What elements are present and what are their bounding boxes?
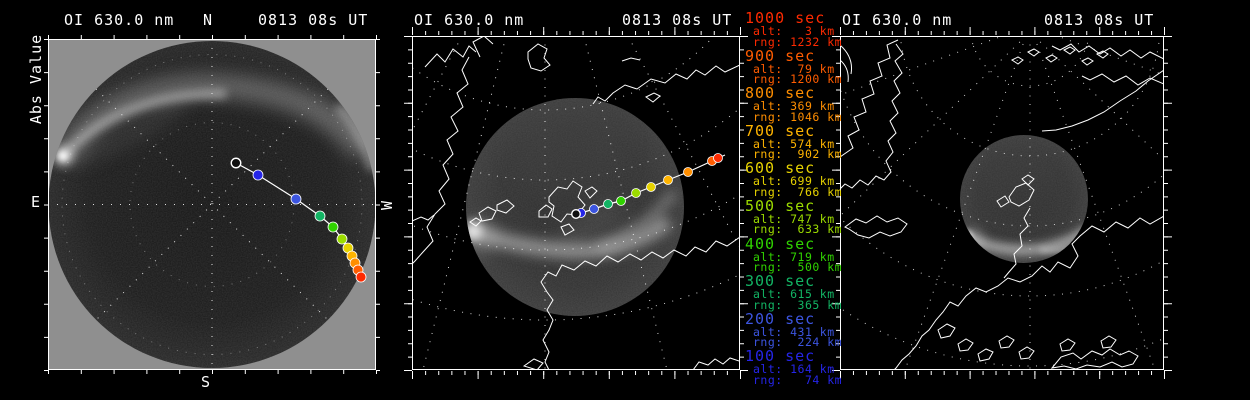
map-zoom-trajectory [571,153,726,219]
trajectory-start-marker [230,157,242,169]
legend-entry: 200 sec alt: 431 km rng: 224 km [745,311,843,349]
legend-entry: 700 sec alt: 574 km rng: 902 km [745,123,843,161]
allsky-compass-west: W [378,199,396,211]
trajectory-point-300s [314,210,326,222]
allsky-axis-ticks [44,35,380,374]
trajectory-point-200s [290,193,302,205]
legend-altitude: alt: 431 km [753,324,835,339]
legend-range: rng: 500 km [753,260,843,275]
legend-entry: 1000 sec alt: 3 km rng: 1232 km [745,10,843,48]
map-wide-title-right: 0813 08s UT [1044,11,1155,29]
legend-entry: 300 sec alt: 615 km rng: 365 km [745,273,843,311]
legend-range: rng: 1232 km [753,34,843,49]
map-zoom-title-right: 0813 08s UT [622,11,733,29]
trajectory-point-700s [663,175,673,185]
map-zoom-aurora-glow [466,98,678,259]
allsky-ylabel: Abs Value [27,33,45,125]
legend-time: 1000 sec [745,9,826,27]
map-wide-graticule [840,36,1164,370]
legend-altitude: alt: 747 km [753,211,835,226]
legend-entry: 100 sec alt: 164 km rng: 74 km [745,348,843,386]
legend-altitude: alt: 699 km [753,174,835,189]
trajectory-point-100s [252,169,264,181]
allsky-compass-east: E [31,193,42,211]
legend-altitude: alt: 719 km [753,249,835,264]
legend-range: rng: 633 km [753,222,843,237]
allsky-compass-south: S [201,373,212,391]
legend-range: rng: 902 km [753,147,843,162]
trajectory-start-marker [571,209,581,219]
allsky-title-right: 0813 08s UT [258,11,369,29]
trajectory-point-200s [589,204,599,214]
legend-entry: 600 sec alt: 699 km rng: 766 km [745,160,843,198]
legend-altitude: alt: 574 km [753,136,835,151]
allsky-panel [44,35,380,374]
legend-time: 800 sec [745,84,816,103]
map-wide-frame [840,36,1164,370]
legend-range: rng: 224 km [753,335,843,350]
legend-range: rng: 1046 km [753,109,843,124]
legend-time: 700 sec [745,121,816,140]
trajectory-point-500s [631,188,641,198]
map-panel-zoomed [404,27,748,379]
legend-time: 100 sec [745,347,816,366]
trajectory-point-400s [616,196,626,206]
legend-time: 900 sec [745,46,816,65]
legend-range: rng: 1200 km [753,72,843,87]
trajectory-point-300s [603,199,613,209]
trajectory-point-1000s [713,153,723,163]
legend-altitude: alt: 79 km [753,61,835,76]
trajectory-point-1000s [355,271,367,283]
allsky-trajectory [230,157,367,283]
legend-time: 300 sec [745,272,816,291]
legend-range: rng: 766 km [753,184,843,199]
legend-altitude: alt: 3 km [753,24,835,38]
map-wide-coastlines [840,39,1164,370]
allsky-polar-grid [48,39,376,370]
allsky-aurora-glow [51,73,376,172]
legend-altitude: alt: 369 km [753,99,835,114]
legend-entry: 400 sec alt: 719 km rng: 500 km [745,236,843,274]
legend-range: rng: 74 km [753,372,843,387]
legend-entry: 900 sec alt: 79 km rng: 1200 km [745,48,843,86]
legend-altitude: alt: 164 km [753,362,835,377]
trajectory-point-800s [683,167,693,177]
allsky-compass-north: N [203,11,214,29]
legend-altitude: alt: 615 km [753,287,835,302]
legend-entry: 800 sec alt: 369 km rng: 1046 km [745,85,843,123]
map-zoom-title-left: OI 630.0 nm [414,11,525,29]
trajectory-point-500s [336,233,348,245]
legend-time: 600 sec [745,159,816,178]
trajectory-point-400s [327,221,339,233]
trajectory-point-600s [646,182,656,192]
legend-time: 200 sec [745,309,816,328]
legend-range: rng: 365 km [753,297,843,312]
legend-entry: 500 sec alt: 747 km rng: 633 km [745,198,843,236]
map-zoom-frame [412,36,740,370]
map-wide-title-left: OI 630.0 nm [842,11,953,29]
trajectory-legend: 1000 sec alt: 3 km rng: 1232 km 900 sec alt:… [745,10,843,386]
map-zoom-graticule [412,36,740,370]
legend-time: 500 sec [745,196,816,215]
allsky-frame [48,39,376,370]
legend-time: 400 sec [745,234,816,253]
allsky-title-left: OI 630.0 nm [64,11,175,29]
